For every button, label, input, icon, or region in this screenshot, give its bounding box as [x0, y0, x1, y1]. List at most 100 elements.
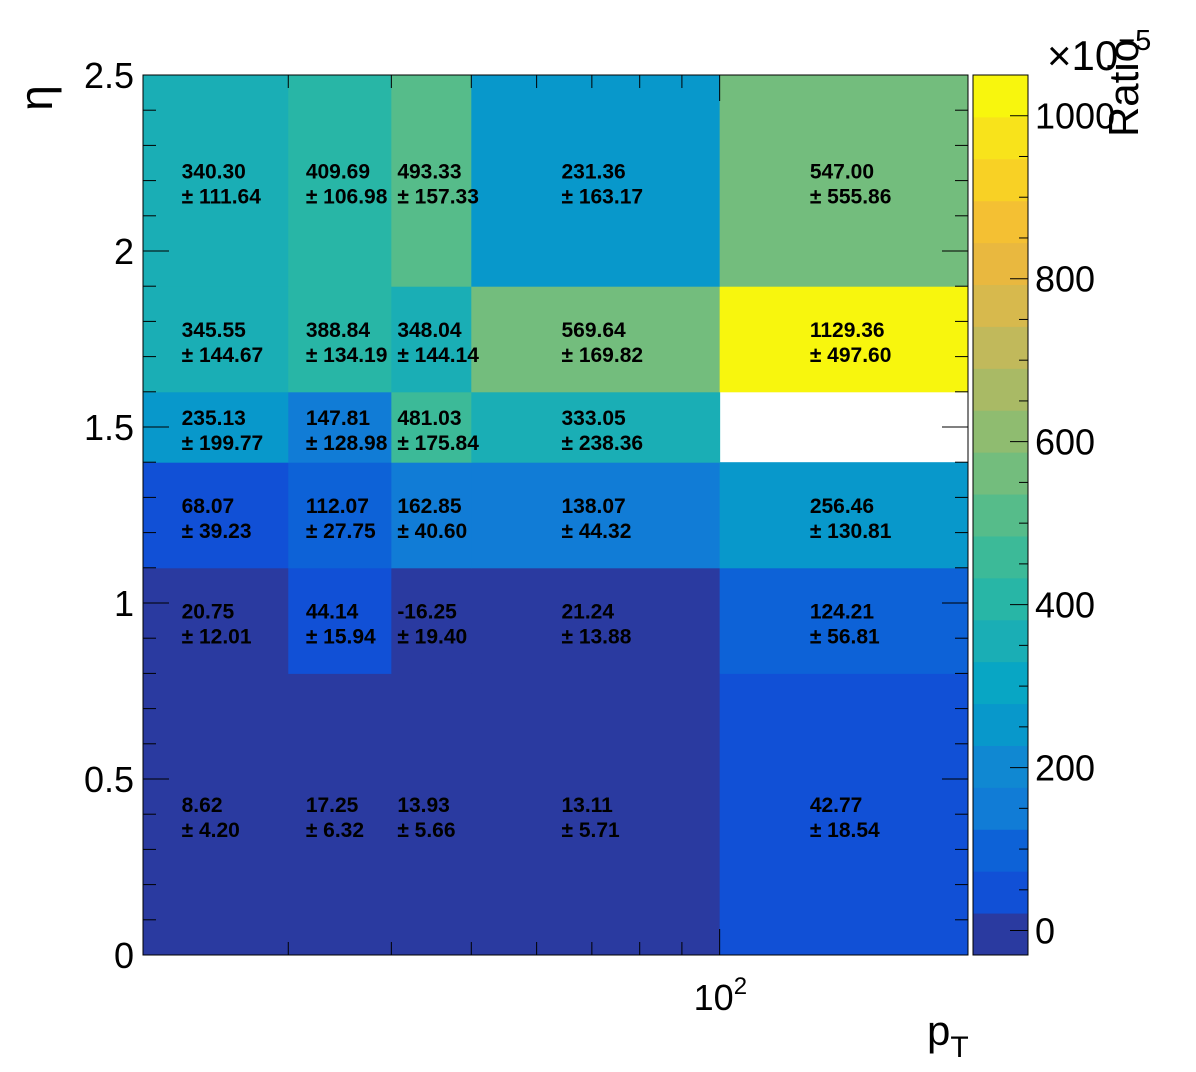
- cell-error-label: ± 12.01: [182, 626, 252, 649]
- palette-band: [973, 871, 1028, 914]
- x-axis: 102: [142, 75, 969, 1018]
- cell-value-label: 68.07: [182, 495, 235, 518]
- heatmap-cell: [288, 75, 392, 287]
- heatmap-cell: [471, 75, 721, 287]
- palette-tick-label: 200: [1035, 748, 1095, 789]
- cell-error-label: ± 497.60: [810, 344, 892, 367]
- cell-value-label: 1129.36: [810, 319, 885, 342]
- x-axis-label-sub: T: [950, 1031, 968, 1064]
- heatmap-cell: [143, 462, 289, 569]
- cell-error-label: ± 106.98: [306, 186, 388, 209]
- heatmap-cell: [143, 673, 289, 956]
- plot-border: [142, 74, 969, 956]
- cell-error-label: ± 27.75: [306, 520, 376, 543]
- palette-band: [973, 410, 1028, 453]
- cell-value-label: 147.81: [306, 407, 371, 430]
- palette-border: [972, 74, 1029, 956]
- y-tick-label: 0.5: [84, 759, 134, 800]
- cell-error-label: ± 144.14: [397, 344, 479, 367]
- cell-error-label: ± 199.77: [182, 432, 264, 455]
- palette-band: [973, 158, 1028, 202]
- z-exponent-power: −5: [1118, 25, 1151, 57]
- y-tick-label: 1: [114, 583, 134, 624]
- palette-band: [973, 326, 1028, 369]
- heatmap-cell: [719, 567, 969, 674]
- cell-value-label: 13.11: [561, 794, 613, 817]
- cell-value-label: 345.55: [182, 319, 247, 342]
- cell-value-label: 256.46: [810, 495, 874, 518]
- heatmap-cell: [391, 673, 472, 956]
- heatmap-cell: [471, 567, 721, 674]
- palette-band: [973, 116, 1028, 160]
- cell-error-label: ± 13.88: [561, 626, 631, 649]
- heatmap-cell: [391, 75, 472, 287]
- heatmap-cell: [391, 286, 472, 393]
- cell-error-label: ± 169.82: [561, 344, 643, 367]
- heatmap-cell: [288, 286, 392, 393]
- heatmap-cell: [288, 567, 392, 674]
- cell-error-label: ± 5.66: [397, 819, 455, 842]
- cell-error-label: ± 157.33: [397, 186, 479, 209]
- heatmap-cell: [471, 673, 721, 956]
- cell-error-label: ± 19.40: [397, 626, 467, 649]
- cell-error-label: ± 128.98: [306, 432, 388, 455]
- palette-band: [973, 745, 1028, 788]
- cell-error-label: ± 4.20: [182, 819, 240, 842]
- cell-error-label: ± 163.17: [561, 186, 643, 209]
- heatmap-cell: [471, 286, 721, 393]
- cell-value-label: 481.03: [397, 407, 461, 430]
- palette-band: [973, 661, 1028, 705]
- palette-band: [973, 494, 1028, 537]
- heatmap-cell: [288, 462, 392, 569]
- cell-value-label: 162.85: [397, 495, 462, 518]
- plot-frame: [142, 74, 969, 956]
- cell-value-label: 124.21: [810, 601, 875, 624]
- heatmap-cell: [719, 75, 969, 287]
- heatmap-cell: [288, 391, 392, 463]
- cell-error-label: ± 144.67: [182, 344, 264, 367]
- cell-error-label: ± 5.71: [561, 819, 620, 842]
- heatmap-cell: [391, 391, 472, 463]
- cell-error-label: ± 130.81: [810, 520, 892, 543]
- heatmap-cell: [143, 286, 289, 393]
- cell-value-label: 112.07: [306, 495, 369, 518]
- heatmap-cell: [471, 391, 721, 463]
- cell-error-label: ± 40.60: [397, 520, 467, 543]
- cell-error-label: ± 175.84: [397, 432, 479, 455]
- heatmap-cell: [719, 286, 969, 393]
- palette-tick-label: 0: [1035, 911, 1055, 952]
- y-tick-label: 1.5: [84, 407, 134, 448]
- z-exponent-base: ×10: [1047, 32, 1118, 79]
- heatmap-cell: [288, 673, 392, 956]
- cell-error-label: ± 238.36: [561, 432, 643, 455]
- color-palette: 0 200 400 600 800 1000: [972, 74, 1115, 956]
- cell-value-label: 333.05: [561, 407, 626, 430]
- palette-tick-label: 400: [1035, 585, 1095, 626]
- palette-band: [973, 829, 1028, 872]
- palette-band: [973, 75, 1028, 118]
- cell-value-label: 348.04: [397, 319, 462, 342]
- palette-band: [973, 284, 1028, 327]
- palette-band: [973, 619, 1028, 663]
- z-axis-exponent: ×10−5: [1047, 25, 1151, 79]
- cell-value-label: 409.69: [306, 161, 370, 184]
- heatmap-cell: [471, 462, 721, 569]
- cell-value-label: 388.84: [306, 319, 371, 342]
- heatmap-cells: [143, 75, 969, 956]
- cell-value-label: 493.33: [397, 161, 461, 184]
- cell-value-label: 21.24: [561, 601, 614, 624]
- palette-tick-label: 600: [1035, 422, 1095, 463]
- palette-band: [973, 368, 1028, 411]
- cell-error-label: ± 6.32: [306, 819, 364, 842]
- cell-value-label: 13.93: [397, 794, 450, 817]
- cell-error-label: ± 44.32: [561, 520, 631, 543]
- palette-tick-label: 800: [1035, 259, 1095, 300]
- cell-error-label: ± 555.86: [810, 186, 892, 209]
- z-axis-label: Ratio: [1100, 39, 1147, 137]
- palette-band: [973, 242, 1028, 286]
- cell-value-label: 17.25: [306, 794, 359, 817]
- y-axis-label: η: [10, 85, 62, 111]
- cell-value-label: 235.13: [182, 407, 246, 430]
- cell-value-label: 138.07: [561, 495, 625, 518]
- cell-value-label: -16.25: [397, 601, 457, 624]
